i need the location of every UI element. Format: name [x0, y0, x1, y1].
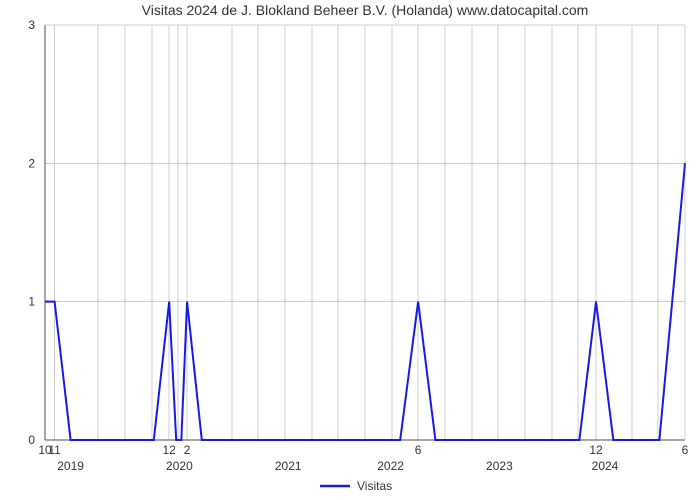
x-month-label: 11	[48, 443, 61, 457]
x-year-label: 2021	[275, 459, 302, 473]
x-year-label: 2020	[166, 459, 193, 473]
x-year-label: 2022	[377, 459, 404, 473]
x-month-label: 6	[682, 443, 689, 457]
legend-label: Visitas	[357, 479, 392, 493]
visits-chart: Visitas 2024 de J. Blokland Beheer B.V. …	[0, 0, 700, 500]
chart-title: Visitas 2024 de J. Blokland Beheer B.V. …	[142, 2, 589, 18]
y-tick-label: 1	[28, 295, 35, 309]
y-tick-label: 2	[28, 156, 35, 170]
x-year-label: 2024	[592, 459, 619, 473]
y-tick-label: 3	[28, 18, 35, 32]
x-year-label: 2023	[486, 459, 513, 473]
x-month-label: 2	[184, 443, 191, 457]
chart-canvas: Visitas 2024 de J. Blokland Beheer B.V. …	[0, 0, 700, 500]
y-tick-label: 0	[28, 433, 35, 447]
x-month-label: 12	[162, 443, 176, 457]
x-month-label: 12	[589, 443, 603, 457]
x-year-label: 2019	[57, 459, 84, 473]
x-month-label: 6	[415, 443, 422, 457]
